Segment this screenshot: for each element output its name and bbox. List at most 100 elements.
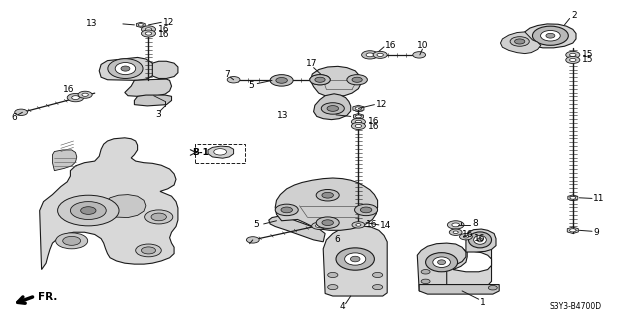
Text: 16: 16 [462, 230, 474, 239]
Text: 10: 10 [417, 41, 429, 50]
Text: 9: 9 [593, 228, 599, 237]
Circle shape [447, 221, 464, 229]
Circle shape [327, 106, 339, 111]
Text: 16: 16 [158, 30, 170, 39]
Circle shape [328, 272, 338, 278]
Polygon shape [136, 22, 145, 27]
Circle shape [351, 118, 365, 125]
Polygon shape [567, 227, 579, 234]
Circle shape [355, 204, 378, 216]
Circle shape [421, 279, 430, 284]
Polygon shape [419, 285, 499, 294]
Circle shape [214, 149, 227, 155]
Circle shape [151, 213, 166, 221]
Ellipse shape [426, 253, 458, 272]
Circle shape [570, 229, 576, 232]
Circle shape [276, 78, 287, 83]
Circle shape [145, 32, 152, 35]
Text: FR.: FR. [38, 292, 58, 302]
Text: 4: 4 [339, 302, 345, 311]
Circle shape [312, 222, 326, 229]
Ellipse shape [336, 248, 374, 270]
Circle shape [328, 285, 338, 290]
Circle shape [78, 91, 92, 98]
Circle shape [145, 210, 173, 224]
Text: 11: 11 [593, 194, 605, 203]
Text: S3Y3-B4700D: S3Y3-B4700D [549, 302, 601, 311]
Polygon shape [275, 178, 378, 230]
Ellipse shape [541, 31, 560, 41]
Polygon shape [152, 61, 178, 78]
Polygon shape [524, 24, 576, 48]
Circle shape [315, 77, 325, 82]
Circle shape [355, 107, 362, 110]
Circle shape [449, 229, 462, 235]
Polygon shape [353, 114, 364, 119]
Polygon shape [417, 243, 466, 291]
Circle shape [316, 224, 322, 227]
Polygon shape [106, 195, 146, 218]
Text: 7: 7 [224, 70, 230, 78]
Ellipse shape [438, 260, 445, 265]
Polygon shape [208, 146, 234, 158]
Text: 16: 16 [366, 220, 378, 229]
Circle shape [566, 51, 580, 58]
Text: 16: 16 [368, 117, 380, 126]
Ellipse shape [477, 238, 483, 242]
Circle shape [145, 28, 152, 31]
Ellipse shape [474, 235, 486, 244]
Circle shape [452, 223, 460, 227]
Polygon shape [52, 150, 77, 171]
Circle shape [352, 77, 362, 82]
Ellipse shape [115, 63, 136, 75]
Polygon shape [466, 229, 496, 252]
Circle shape [316, 189, 339, 201]
Circle shape [63, 236, 81, 245]
Polygon shape [40, 138, 178, 270]
Circle shape [72, 96, 79, 100]
Circle shape [310, 75, 330, 85]
Text: 2: 2 [571, 11, 577, 20]
Text: 16: 16 [474, 234, 485, 243]
Ellipse shape [121, 66, 130, 71]
Circle shape [141, 30, 156, 37]
Ellipse shape [468, 232, 492, 248]
Circle shape [58, 195, 119, 226]
Polygon shape [568, 195, 578, 201]
Text: 16: 16 [158, 25, 170, 34]
Circle shape [355, 124, 362, 128]
Circle shape [372, 285, 383, 290]
Circle shape [136, 244, 161, 257]
Circle shape [56, 233, 88, 249]
Circle shape [377, 53, 383, 56]
Text: 16: 16 [368, 122, 380, 130]
Text: 12: 12 [376, 100, 387, 109]
Circle shape [356, 115, 362, 118]
Polygon shape [314, 94, 351, 120]
Circle shape [362, 51, 378, 59]
Circle shape [570, 53, 576, 56]
Circle shape [316, 217, 339, 228]
Text: 13: 13 [276, 111, 288, 120]
Text: 13: 13 [86, 19, 97, 28]
Text: 16: 16 [63, 85, 74, 94]
Circle shape [322, 192, 333, 198]
Circle shape [366, 53, 374, 57]
Text: 16: 16 [385, 41, 397, 50]
Circle shape [141, 247, 156, 254]
Circle shape [275, 204, 298, 216]
Circle shape [316, 78, 324, 82]
Circle shape [82, 93, 88, 96]
Text: 15: 15 [582, 50, 594, 59]
Ellipse shape [546, 33, 555, 38]
Circle shape [373, 51, 387, 58]
Text: 15: 15 [582, 56, 594, 64]
Circle shape [15, 109, 28, 115]
Circle shape [281, 207, 292, 213]
Circle shape [347, 75, 367, 85]
Polygon shape [134, 95, 172, 106]
Circle shape [453, 231, 458, 234]
Circle shape [566, 56, 580, 63]
Text: 5: 5 [253, 220, 259, 229]
Text: 6: 6 [335, 235, 340, 244]
